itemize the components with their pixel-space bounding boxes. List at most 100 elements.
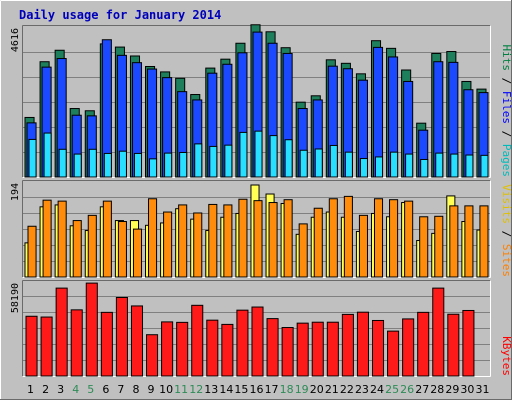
bar-sites-day-23 xyxy=(358,214,368,278)
x-tick-7: 7 xyxy=(117,383,124,396)
bar-pages-day-22 xyxy=(344,151,353,178)
bar-sites-day-28 xyxy=(434,215,444,278)
x-tick-9: 9 xyxy=(148,383,155,396)
bar-sites-day-20 xyxy=(313,207,323,278)
bar-kbytes-day-23 xyxy=(356,311,369,377)
bar-pages-day-11 xyxy=(179,151,188,178)
bar-sites-day-21 xyxy=(328,198,338,278)
y-max-label: 58190 xyxy=(10,283,21,313)
x-tick-29: 29 xyxy=(445,383,459,396)
bar-kbytes-day-16 xyxy=(251,306,264,377)
bar-kbytes-day-22 xyxy=(341,313,354,377)
bar-kbytes-day-8 xyxy=(130,305,144,377)
bar-sites-day-29 xyxy=(449,205,459,278)
x-tick-8: 8 xyxy=(132,383,139,396)
bar-kbytes-day-14 xyxy=(221,323,234,377)
bar-pages-day-6 xyxy=(103,152,112,178)
bar-pages-day-27 xyxy=(420,158,429,178)
bar-pages-day-1 xyxy=(28,138,37,178)
bar-kbytes-day-20 xyxy=(311,321,324,377)
chart-title: Daily usage for January 2014 xyxy=(19,8,221,22)
bar-pages-day-26 xyxy=(405,153,414,178)
bar-pages-day-31 xyxy=(480,154,489,178)
bar-pages-day-18 xyxy=(284,139,293,178)
y-max-label: 194 xyxy=(10,183,21,201)
bar-pages-day-3 xyxy=(58,148,67,178)
x-tick-27: 27 xyxy=(415,383,429,396)
x-tick-17: 17 xyxy=(265,383,279,396)
bar-sites-day-6 xyxy=(102,200,112,278)
chart-panels: 4616 Hits / Files / Pages 194 Visits / Site… xyxy=(10,24,512,377)
x-tick-2: 2 xyxy=(42,383,49,396)
bar-kbytes-day-26 xyxy=(402,318,415,377)
x-tick-5: 5 xyxy=(87,383,94,396)
x-tick-25: 25 xyxy=(385,383,399,396)
legend-sites: Sites xyxy=(500,244,512,277)
x-tick-13: 13 xyxy=(204,383,218,396)
x-tick-28: 28 xyxy=(430,383,444,396)
x-tick-18: 18 xyxy=(280,383,294,396)
bar-pages-day-24 xyxy=(374,156,384,178)
bar-sites-day-10 xyxy=(163,211,173,278)
bar-sites-day-3 xyxy=(57,200,67,278)
bar-kbytes-day-30 xyxy=(462,309,475,377)
bar-pages-day-21 xyxy=(329,144,338,178)
bar-sites-day-17 xyxy=(268,202,278,278)
bar-sites-day-19 xyxy=(298,223,308,278)
bar-kbytes-day-11 xyxy=(176,321,189,377)
bar-sites-day-1 xyxy=(27,225,37,278)
bar-kbytes-day-2 xyxy=(40,316,53,377)
x-tick-22: 22 xyxy=(340,383,354,396)
bar-pages-day-10 xyxy=(164,152,173,178)
x-tick-26: 26 xyxy=(400,383,414,396)
panel-3: 58190 KBytes xyxy=(10,280,512,377)
bar-sites-day-12 xyxy=(193,212,203,278)
bar-sites-day-14 xyxy=(223,204,233,278)
bar-pages-day-14 xyxy=(224,144,233,178)
panel-2: 194 Visits / Sites xyxy=(10,180,512,278)
x-tick-6: 6 xyxy=(102,383,109,396)
x-tick-16: 16 xyxy=(250,383,264,396)
bar-kbytes-day-19 xyxy=(296,322,309,377)
bar-kbytes-day-18 xyxy=(281,327,294,377)
bar-sites-day-26 xyxy=(404,200,414,278)
bar-pages-day-12 xyxy=(194,143,203,178)
bar-pages-day-8 xyxy=(133,152,143,178)
x-tick-31: 31 xyxy=(475,383,489,396)
bar-kbytes-day-7 xyxy=(115,296,128,377)
bar-kbytes-day-17 xyxy=(266,318,279,377)
bar-pages-day-25 xyxy=(390,151,399,178)
bar-kbytes-day-13 xyxy=(206,319,219,377)
bar-sites-day-11 xyxy=(178,204,188,278)
bar-pages-day-2 xyxy=(43,132,52,178)
bar-kbytes-day-12 xyxy=(191,304,204,377)
bar-kbytes-day-24 xyxy=(371,319,385,377)
bar-kbytes-day-6 xyxy=(100,311,113,377)
legend-hits: Hits xyxy=(500,45,512,72)
bar-sites-day-18 xyxy=(283,199,293,278)
legend-separator: / xyxy=(500,124,512,144)
bar-kbytes-day-15 xyxy=(236,309,249,377)
legend-separator: / xyxy=(500,224,512,244)
x-tick-12: 12 xyxy=(189,383,203,396)
legend-2: Visits / Sites xyxy=(500,184,512,277)
bar-sites-day-4 xyxy=(72,220,82,278)
bar-sites-day-2 xyxy=(42,199,52,278)
legend-1: Hits / Files / Pages xyxy=(500,45,512,178)
bar-sites-day-7 xyxy=(117,221,127,278)
bar-kbytes-day-4 xyxy=(70,309,83,377)
panel-1: 4616 Hits / Files / Pages xyxy=(10,24,512,178)
bar-sites-day-24 xyxy=(373,198,384,278)
x-tick-30: 30 xyxy=(460,383,474,396)
bar-sites-day-16 xyxy=(253,200,263,278)
x-tick-14: 14 xyxy=(219,383,233,396)
bar-sites-day-25 xyxy=(389,199,399,278)
bar-sites-day-9 xyxy=(148,198,158,278)
x-tick-24: 24 xyxy=(370,383,384,396)
bar-pages-day-7 xyxy=(118,150,127,178)
bar-kbytes-day-5 xyxy=(85,282,98,377)
x-tick-10: 10 xyxy=(159,383,173,396)
y-max-label: 4616 xyxy=(10,28,21,52)
bar-kbytes-day-10 xyxy=(161,321,174,377)
